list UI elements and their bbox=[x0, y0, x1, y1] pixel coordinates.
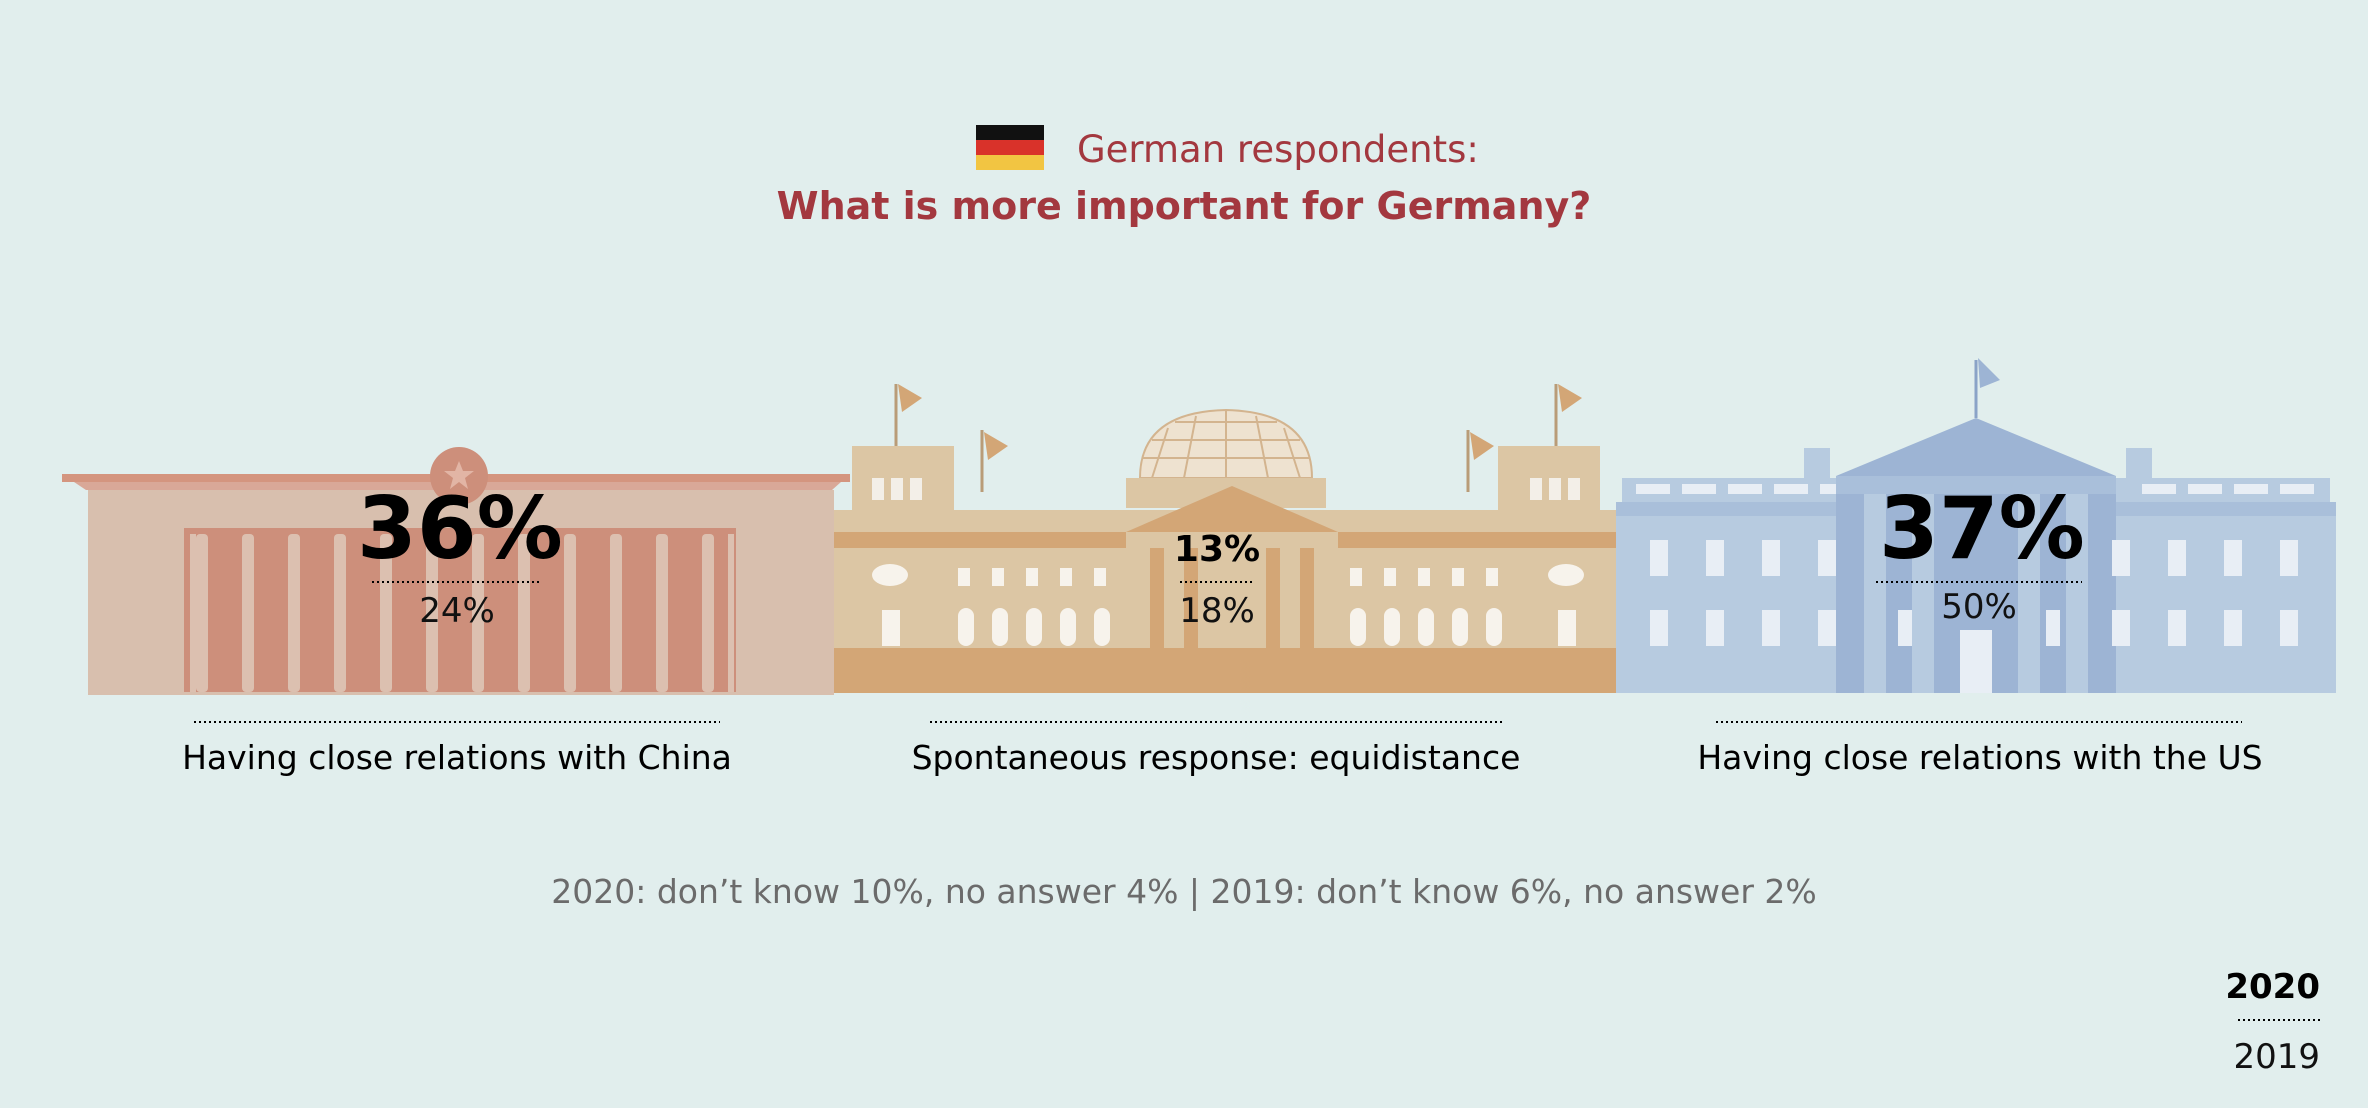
germany-flag-icon bbox=[976, 125, 1044, 170]
reichstag-building-icon bbox=[834, 384, 1616, 693]
value-2020-equidistance: 13% bbox=[1173, 529, 1261, 570]
legend-2020: 2020 bbox=[2225, 967, 2320, 1007]
great-hall-of-the-people-icon bbox=[62, 447, 850, 695]
legend-2019: 2019 bbox=[2233, 1037, 2320, 1077]
category-label-equidistance: Spontaneous response: equidistance bbox=[911, 738, 1521, 777]
chart-title: What is more important for Germany? bbox=[776, 184, 1592, 228]
category-label-china: Having close relations with China bbox=[182, 738, 732, 777]
white-house-icon bbox=[1616, 358, 2336, 693]
value-2019-china: 24% bbox=[419, 591, 495, 631]
category-label-us: Having close relations with the US bbox=[1697, 738, 2263, 777]
value-2019-us: 50% bbox=[1941, 587, 2017, 627]
value-2020-china: 36% bbox=[357, 479, 563, 579]
value-2020-us: 37% bbox=[1879, 479, 2085, 579]
footnote: 2020: don’t know 10%, no answer 4% | 201… bbox=[551, 872, 1817, 911]
chart-subtitle: German respondents: bbox=[1077, 128, 1479, 171]
value-2019-equidistance: 18% bbox=[1179, 591, 1255, 631]
